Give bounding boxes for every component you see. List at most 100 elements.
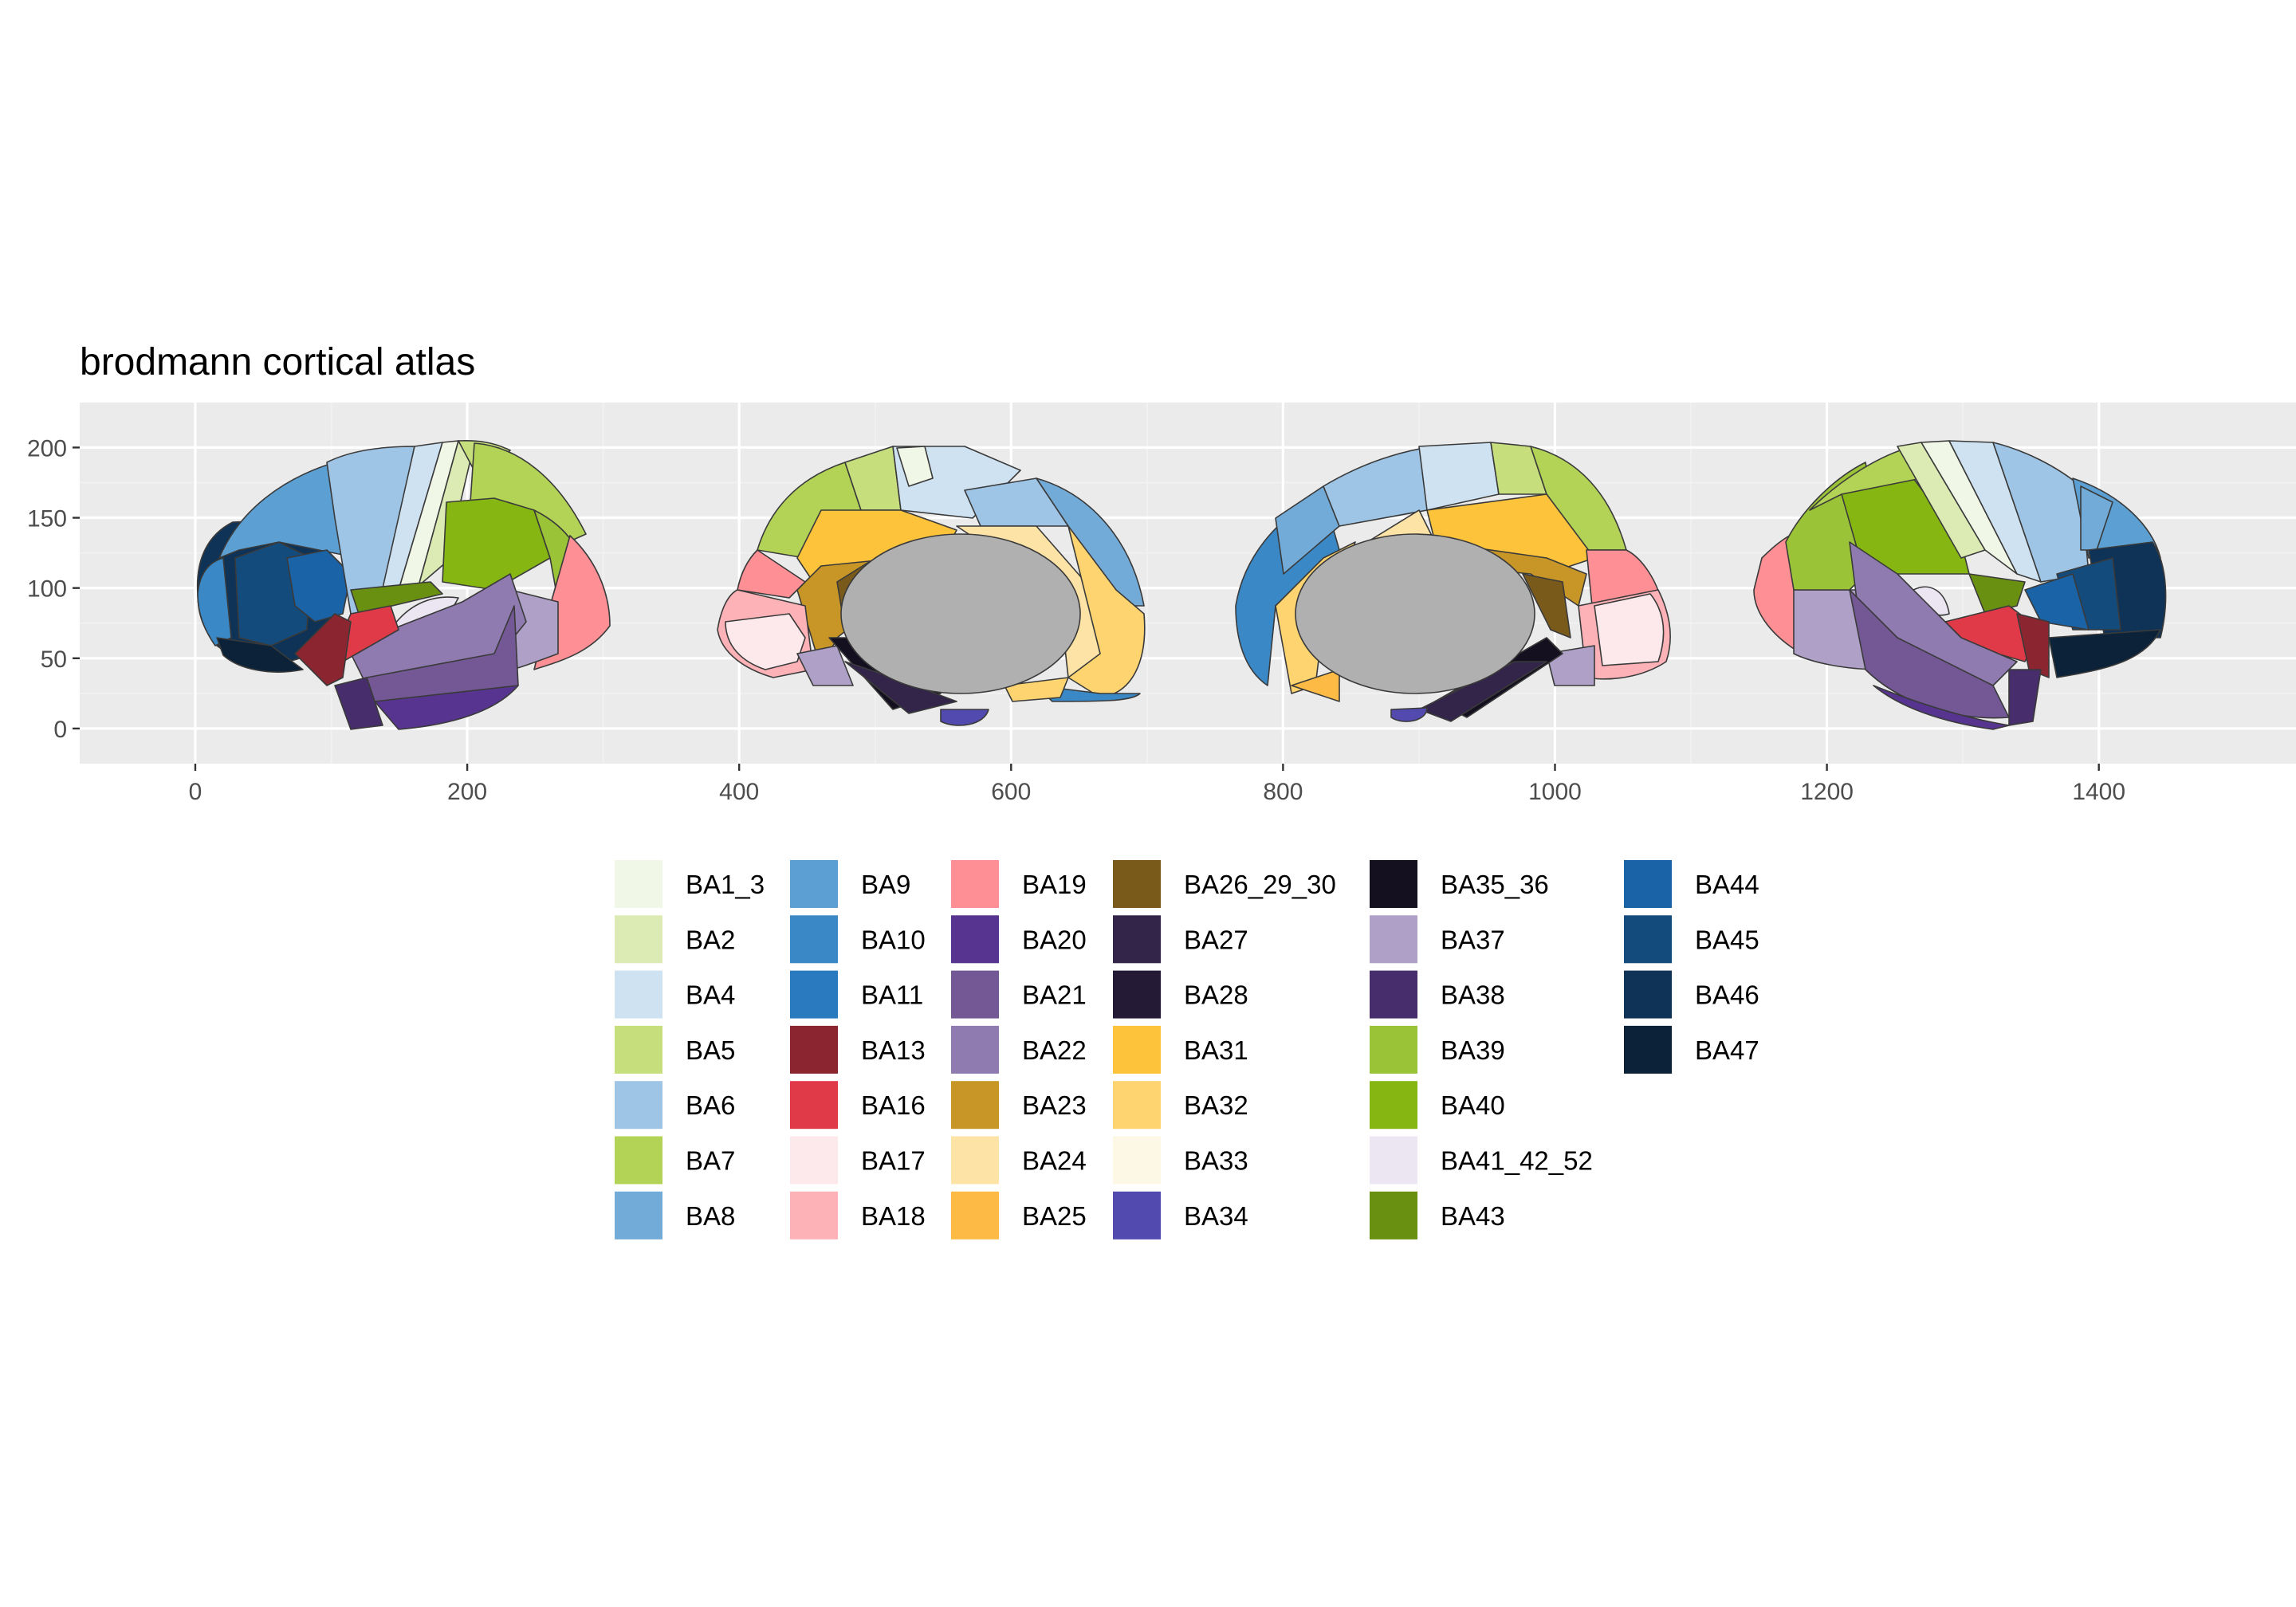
legend-swatch-BA13 — [788, 1024, 839, 1075]
region-BA17-medial-right — [1594, 593, 1665, 666]
legend-swatch-BA33 — [1111, 1134, 1162, 1186]
legend-swatch-BA24 — [949, 1134, 1001, 1186]
legend-swatch-BA16 — [788, 1079, 839, 1131]
x-tick-label: 200 — [447, 779, 487, 805]
legend-label-BA24: BA24 — [1022, 1146, 1087, 1176]
region-BA20-lateral-left — [374, 685, 519, 730]
region-BA44-lateral-right — [2024, 573, 2090, 631]
legend-swatch-BA10 — [788, 914, 839, 965]
legend-swatch-BA41_42_52 — [1368, 1134, 1419, 1186]
region-BA26_29_30-medial-right — [1522, 573, 1571, 638]
legend-label-BA25: BA25 — [1022, 1201, 1087, 1231]
y-tick-label: 0 — [53, 717, 67, 743]
legend-swatch-BA34 — [1111, 1189, 1162, 1241]
legend-swatch-BA2 — [613, 914, 664, 965]
y-tick-label: 100 — [27, 576, 67, 603]
legend-swatch-BA17 — [788, 1134, 839, 1186]
legend-label-BA11: BA11 — [861, 980, 923, 1010]
legend-swatch-BA22 — [949, 1024, 1001, 1075]
y-tick-label: 200 — [27, 435, 67, 462]
legend-label-BA16: BA16 — [861, 1090, 926, 1120]
legend-swatch-BA5 — [613, 1024, 664, 1075]
legend-swatch-BA38 — [1368, 969, 1419, 1020]
legend-swatch-BA11 — [788, 969, 839, 1020]
region-BA47-lateral-right — [2048, 629, 2161, 678]
x-tick-label: 1400 — [2072, 779, 2125, 805]
legend-swatch-BA21 — [949, 969, 1001, 1020]
region-BA13-lateral-left — [294, 613, 352, 686]
legend-label-BA18: BA18 — [861, 1201, 926, 1231]
legend-label-BA32: BA32 — [1184, 1090, 1248, 1120]
legend-swatch-BA9 — [788, 859, 839, 910]
legend-swatch-BA32 — [1111, 1079, 1162, 1131]
legend-swatch-BA40 — [1368, 1079, 1419, 1131]
legend-swatch-BA27 — [1111, 914, 1162, 965]
legend-label-BA2: BA2 — [686, 925, 735, 954]
legend-label-BA40: BA40 — [1441, 1090, 1505, 1120]
legend-label-BA1_3: BA1_3 — [686, 870, 765, 899]
legend-swatch-BA8 — [613, 1189, 664, 1241]
legend-label-BA22: BA22 — [1022, 1035, 1087, 1065]
legend-label-BA43: BA43 — [1441, 1201, 1505, 1231]
legend-swatch-BA35_36 — [1368, 859, 1419, 910]
legend-swatch-BA4 — [613, 969, 664, 1020]
legend-swatch-BA20 — [949, 914, 1001, 965]
legend-label-BA27: BA27 — [1184, 925, 1248, 954]
region-BA38-lateral-left — [334, 677, 383, 730]
region-BA1_3-medial-left — [896, 446, 934, 487]
legend-label-BA9: BA9 — [861, 870, 910, 899]
region-BA43-lateral-left — [350, 581, 443, 615]
region-BA13-lateral-right — [2016, 613, 2050, 678]
legend-swatch-BA26_29_30 — [1111, 859, 1162, 910]
legend-label-BA23: BA23 — [1022, 1090, 1087, 1120]
legend-label-BA45: BA45 — [1695, 925, 1759, 954]
legend-swatch-BA18 — [788, 1189, 839, 1241]
legend-label-BA47: BA47 — [1695, 1035, 1759, 1065]
legend-label-BA33: BA33 — [1184, 1146, 1248, 1176]
y-tick-label: 50 — [41, 646, 67, 673]
x-tick-label: 1200 — [1800, 779, 1854, 805]
legend-label-BA19: BA19 — [1022, 870, 1087, 899]
region-BA34-medial-left — [940, 709, 989, 726]
x-tick-label: 400 — [719, 779, 759, 805]
legend-label-BA26_29_30: BA26_29_30 — [1184, 870, 1336, 899]
legend-label-BA34: BA34 — [1184, 1201, 1248, 1231]
legend-swatch-BA37 — [1368, 914, 1419, 965]
legend-label-BA37: BA37 — [1441, 925, 1505, 954]
legend-swatch-BA31 — [1111, 1024, 1162, 1075]
legend-swatch-BA45 — [1622, 914, 1673, 965]
region-BA43-lateral-right — [1968, 573, 2026, 615]
legend-label-BA41_42_52: BA41_42_52 — [1441, 1146, 1593, 1176]
chart-title: brodmann cortical atlas — [80, 341, 475, 383]
legend-label-BA20: BA20 — [1022, 925, 1087, 954]
legend-label-BA21: BA21 — [1022, 980, 1087, 1010]
legend: BA1_3 BA2 BA4 BA5 BA6 BA7 BA8 BA9 BA10 BA11 BA13 BA… — [613, 859, 1759, 1241]
legend-label-BA7: BA7 — [686, 1146, 735, 1176]
legend-label-BA13: BA13 — [861, 1035, 926, 1065]
region-BA34-medial-right — [1390, 707, 1428, 722]
legend-swatch-BA23 — [949, 1079, 1001, 1131]
brain-medial-left — [717, 446, 1146, 726]
legend-label-BA44: BA44 — [1695, 870, 1759, 899]
medial-wall-right — [1295, 533, 1535, 694]
legend-label-BA39: BA39 — [1441, 1035, 1505, 1065]
region-BA44-lateral-left — [286, 549, 352, 623]
legend-swatch-BA44 — [1622, 859, 1673, 910]
x-tick-label: 600 — [991, 779, 1031, 805]
legend-label-BA28: BA28 — [1184, 980, 1248, 1010]
legend-swatch-BA39 — [1368, 1024, 1419, 1075]
region-BA19-medial-left — [737, 549, 806, 599]
region-BA38-lateral-right — [2008, 669, 2042, 726]
legend-label-BA31: BA31 — [1184, 1035, 1248, 1065]
region-BA32b-medial-left — [1004, 677, 1069, 702]
x-tick-label: 0 — [189, 779, 202, 805]
medial-wall-left — [840, 533, 1081, 694]
legend-label-BA6: BA6 — [686, 1090, 735, 1120]
legend-swatch-BA43 — [1368, 1189, 1419, 1241]
x-tick-label: 800 — [1263, 779, 1303, 805]
legend-label-BA10: BA10 — [861, 925, 926, 954]
legend-swatch-BA47 — [1622, 1024, 1673, 1075]
legend-swatch-BA28 — [1111, 969, 1162, 1020]
legend-swatch-BA1_3 — [613, 859, 664, 910]
